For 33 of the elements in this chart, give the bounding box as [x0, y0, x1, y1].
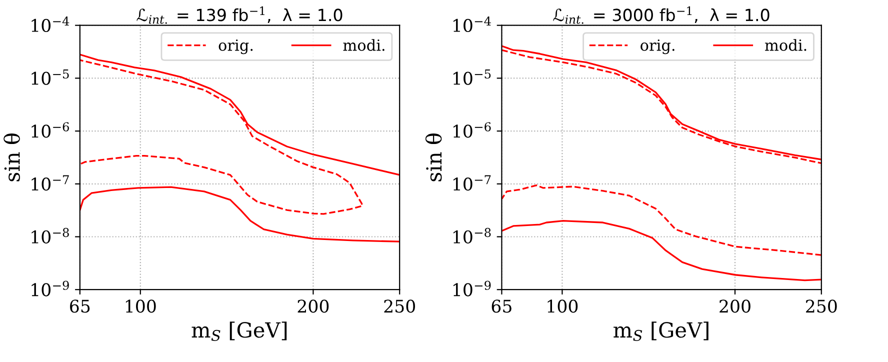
legend-label: orig.: [218, 39, 253, 54]
y-tick-label: 10$^{−6}$: [453, 122, 491, 138]
x-tick-label: 100: [548, 300, 578, 313]
legend-label: modi.: [343, 39, 384, 51]
x-tick-label: 200: [298, 300, 329, 313]
x-tick-label: 250: [384, 300, 416, 313]
x-tick-label: 65: [70, 300, 90, 313]
x-axis-title: m$_{S}$ [GeV]: [614, 322, 708, 341]
x-tick-label: 250: [806, 300, 837, 313]
legend-label: orig.: [640, 39, 674, 54]
chart-title: ℒ$_{int.}$ = 139 fb$^{−1}$, λ = 1.0: [136, 6, 342, 24]
y-tick-label: 10$^{−9}$: [453, 280, 491, 296]
legend-label: modi.: [764, 39, 806, 51]
y-tick-label: 10$^{−8}$: [453, 228, 491, 244]
y-tick-label: 10$^{−8}$: [32, 228, 69, 244]
y-tick-label: 10$^{−4}$: [453, 16, 491, 32]
y-tick-label: 10$^{−7}$: [453, 175, 491, 191]
x-tick-label: 100: [126, 300, 156, 313]
chart-title: ℒ$_{int.}$ = 3000 fb$^{−1}$, λ = 1.0: [553, 6, 770, 24]
x-tick-label: 200: [720, 300, 750, 313]
y-tick-label: 10$^{−5}$: [453, 70, 491, 85]
y-axis-title: sin θ: [4, 134, 20, 182]
y-tick-label: 10$^{−5}$: [32, 70, 69, 85]
x-axis-title: m$_{S}$ [GeV]: [192, 322, 287, 341]
y-tick-label: 10$^{−6}$: [32, 122, 69, 138]
y-tick-label: 10$^{−9}$: [32, 280, 69, 296]
y-axis-title: sin θ: [425, 134, 442, 182]
line-series: [502, 220, 822, 282]
y-tick-label: 10$^{−4}$: [32, 16, 70, 32]
y-tick-label: 10$^{−7}$: [32, 175, 69, 191]
x-tick-label: 65: [492, 300, 512, 313]
line-series: [80, 186, 400, 242]
line-series: [502, 184, 822, 256]
